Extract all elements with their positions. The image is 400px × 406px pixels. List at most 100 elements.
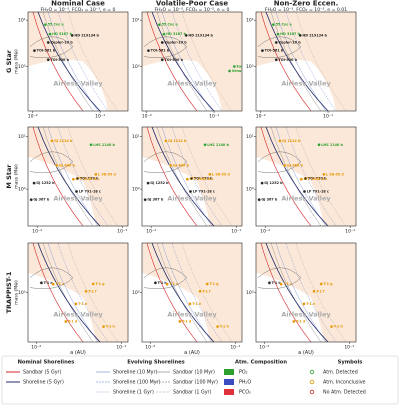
axes-frame xyxy=(141,126,243,227)
planet-label: T-1 f xyxy=(88,289,97,293)
planet-point xyxy=(143,198,147,202)
x-tick-label: 10⁻¹ xyxy=(323,114,333,120)
planet-point xyxy=(39,281,44,285)
planet-point xyxy=(302,302,306,306)
shoreline xyxy=(151,12,215,111)
panel: Airless Valley T-1 b T-1 c T-1 d T-1 e T-1 f T… xyxy=(142,243,242,342)
sandbar xyxy=(260,12,312,111)
evolving-shoreline xyxy=(295,12,347,111)
planet-point xyxy=(312,289,316,293)
planet-point xyxy=(89,143,93,147)
planet-label: T-1 h xyxy=(106,325,116,329)
evolving-shoreline xyxy=(67,127,119,226)
planet-point xyxy=(283,163,287,168)
planet-point xyxy=(322,172,326,177)
planet-label: HD 3167 b xyxy=(280,32,300,36)
planet-point xyxy=(157,23,162,27)
shoreline xyxy=(37,243,101,342)
planet-point xyxy=(71,177,75,181)
contour xyxy=(29,36,74,58)
legend-swatch xyxy=(224,389,234,395)
planet-point xyxy=(32,49,37,53)
legend-label: Sandbar (5 Gyr) xyxy=(23,370,62,376)
planet-label: 55 Cnc e xyxy=(276,23,293,27)
planet-label: Venus xyxy=(232,69,244,73)
planet-point xyxy=(46,58,50,62)
planet-point xyxy=(319,282,323,286)
planet-point xyxy=(271,23,276,27)
airless-region xyxy=(142,156,210,226)
legend-label: No Atm. Detected xyxy=(323,390,366,396)
planet-label: GJ 1252 b xyxy=(150,181,169,185)
planet-point xyxy=(317,143,321,147)
y-tick-label: 10⁰ xyxy=(18,64,26,70)
planet-label: TOI-561 b xyxy=(151,49,170,53)
planet-label: TOI-561 b xyxy=(37,49,56,53)
axes-frame xyxy=(27,11,129,112)
planet-point xyxy=(292,319,296,324)
planet-label: HD 219134 b xyxy=(74,33,99,37)
x-tick-label: 10⁻² xyxy=(31,345,41,351)
planet-point xyxy=(46,40,50,45)
legend-title: Symbols xyxy=(338,360,363,366)
x-tick-label: 10⁻¹ xyxy=(345,229,355,235)
x-tick-label: 10⁻² xyxy=(142,114,152,120)
legend-symbol xyxy=(309,379,315,385)
shoreline xyxy=(151,243,215,342)
planet-label: Kepler-10 b xyxy=(50,40,73,44)
planet-point xyxy=(215,324,220,329)
planet-point xyxy=(299,177,303,181)
planet-label: T-1 e xyxy=(78,302,88,306)
legend-label: Atm. Detected xyxy=(323,370,358,376)
annotation: Airless Valley xyxy=(167,79,217,87)
planet-label: 55 Cnc e xyxy=(162,23,179,27)
y-tick-label: 10⁰ xyxy=(132,290,140,296)
sandbar xyxy=(32,12,84,111)
planet-point xyxy=(153,281,158,285)
y-tick-label: 10¹ xyxy=(18,18,26,24)
planet-label: L 98-59 d xyxy=(98,172,116,176)
airless-region xyxy=(256,156,324,226)
x-tick-label: 10⁻¹ xyxy=(344,345,354,351)
planet-point xyxy=(227,69,232,73)
planet-label: HD 3167 b xyxy=(52,32,72,36)
x-axis-label: a (AU) xyxy=(298,350,314,356)
x-tick-label: 10⁻¹ xyxy=(95,114,105,120)
planet-point xyxy=(29,198,33,202)
panel: Airless Valley 55 Cnc e HD 219134 bHD 3167… xyxy=(256,12,356,111)
planet-label: LP 791-18 c xyxy=(79,190,101,194)
planet-point xyxy=(304,176,308,180)
planet-point xyxy=(188,302,192,306)
y-tick-label: 10¹ xyxy=(246,18,254,24)
planet-point xyxy=(160,58,164,62)
x-axis-label: a (AU) xyxy=(184,350,200,356)
planet-label: Kepler-10 b xyxy=(278,40,301,44)
planet-label: T-1 h xyxy=(220,325,230,329)
planet-point xyxy=(260,49,265,53)
x-tick-label: 10⁻¹ xyxy=(116,345,126,351)
contour xyxy=(143,267,188,289)
legend-label: Sandbar (1 Gyr) xyxy=(173,390,212,396)
evolving-shoreline xyxy=(270,243,322,342)
axes-frame xyxy=(255,11,357,112)
panel-title: Non-Zero Eccen. xyxy=(274,0,339,8)
contour xyxy=(257,267,302,289)
planet-label: TOI-270 b xyxy=(194,176,213,180)
x-tick-label: 10⁻² xyxy=(260,229,270,235)
planet-label: L 98-59 d xyxy=(212,172,230,176)
planet-point xyxy=(232,64,236,69)
planet-label: TOI-500 b xyxy=(50,58,69,62)
y-axis-label: mass (M⊕) xyxy=(14,164,20,189)
planet-point xyxy=(298,33,302,38)
planet-point xyxy=(48,32,52,36)
planet-label: L 98-59 d xyxy=(326,172,344,176)
planet-point xyxy=(146,49,151,53)
planet-label: T-1 g xyxy=(323,282,333,286)
planet-point xyxy=(274,40,278,45)
planet-label: T-1 b xyxy=(272,281,282,285)
legend-label: Shoreline (100 Myr) xyxy=(113,380,161,386)
airless-region xyxy=(256,59,336,111)
planet-point xyxy=(302,189,307,194)
annotation: Airless Valley xyxy=(53,310,103,318)
